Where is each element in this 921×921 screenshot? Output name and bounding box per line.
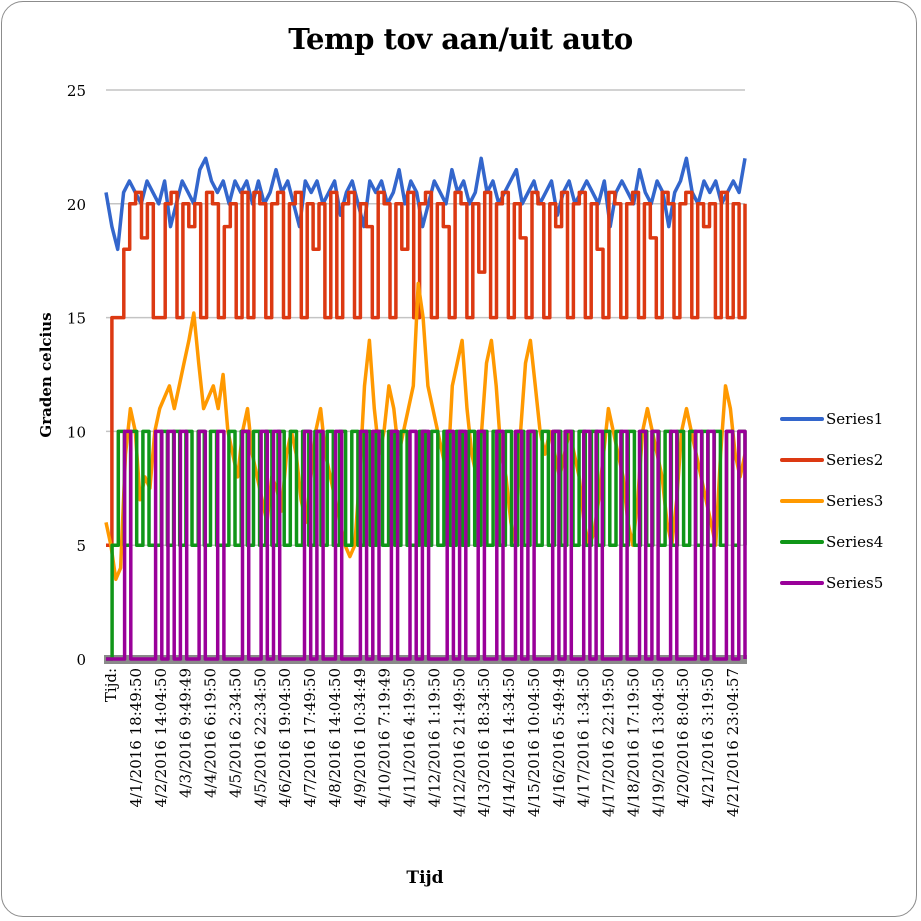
chart-title: Temp tov aan/uit auto bbox=[288, 22, 633, 56]
y-tick-label: 20 bbox=[67, 196, 86, 214]
x-axis-label: Tijd bbox=[406, 868, 444, 888]
legend-swatch bbox=[780, 498, 824, 503]
legend-item-series4: Series4 bbox=[780, 521, 883, 562]
x-tick-label: 4/2/2016 14:04:50 bbox=[152, 668, 170, 808]
legend-swatch bbox=[780, 539, 824, 544]
x-tick-label: 4/10/2016 7:19:49 bbox=[376, 668, 394, 808]
x-tick-label: 4/20/2016 8:04:50 bbox=[674, 668, 692, 808]
y-tick-label: 15 bbox=[67, 310, 86, 328]
x-tick-label: 4/3/2016 9:49:49 bbox=[177, 668, 195, 798]
x-tick-label: 4/8/2016 14:04:50 bbox=[326, 668, 344, 808]
x-tick-label: 4/12/2016 21:49:50 bbox=[450, 668, 468, 817]
legend-swatch bbox=[780, 416, 824, 421]
x-tick-label: 4/19/2016 13:04:50 bbox=[649, 668, 667, 817]
legend-label: Series1 bbox=[826, 409, 884, 428]
legend-item-series1: Series1 bbox=[780, 398, 883, 439]
x-tick-label: 4/12/2016 1:19:50 bbox=[425, 668, 443, 808]
x-tick-label: 4/7/2016 17:49:50 bbox=[301, 668, 319, 808]
x-tick-label: 4/9/2016 10:34:49 bbox=[351, 668, 369, 808]
x-tick-label: 4/18/2016 17:19:50 bbox=[625, 668, 643, 817]
x-tick-label: 4/17/2016 1:34:50 bbox=[575, 668, 593, 808]
legend-swatch bbox=[780, 580, 824, 585]
legend-label: Series2 bbox=[826, 450, 884, 469]
x-tick-label: Tijd: bbox=[102, 668, 120, 702]
legend-label: Series3 bbox=[826, 491, 884, 510]
legend-label: Series5 bbox=[826, 573, 884, 592]
series-line-series1 bbox=[104, 156, 747, 252]
legend-item-series2: Series2 bbox=[780, 439, 883, 480]
x-tick-label: 4/4/2016 6:19:50 bbox=[202, 668, 220, 798]
x-tick-label: 4/5/2016 2:34:50 bbox=[226, 668, 244, 798]
legend-swatch bbox=[780, 457, 824, 462]
legend-item-series3: Series3 bbox=[780, 480, 883, 521]
y-tick-label: 25 bbox=[67, 82, 86, 100]
x-tick-label: 4/1/2016 18:49:50 bbox=[127, 668, 145, 808]
series-line-series5 bbox=[106, 429, 747, 661]
y-tick-label: 0 bbox=[76, 651, 86, 669]
x-tick-label: 4/11/2016 4:19:50 bbox=[401, 668, 419, 808]
x-tick-label: 4/21/2016 23:04:57 bbox=[724, 668, 742, 817]
x-tick-label: 4/16/2016 5:49:49 bbox=[550, 668, 568, 808]
legend-label: Series4 bbox=[826, 532, 884, 551]
x-tick-label: 4/17/2016 22:19:50 bbox=[600, 668, 618, 817]
x-axis-line bbox=[104, 655, 747, 664]
x-tick-label: 4/21/2016 3:19:50 bbox=[699, 668, 717, 808]
x-tick-label: 4/5/2016 22:34:50 bbox=[251, 668, 269, 808]
legend: Series1 Series2 Series3 Series4 Series5 bbox=[780, 398, 883, 603]
x-tick-label: 4/15/2016 10:04:50 bbox=[525, 668, 543, 817]
legend-item-series5: Series5 bbox=[780, 562, 883, 603]
y-tick-label: 5 bbox=[76, 537, 86, 555]
x-tick-label: 4/13/2016 18:34:50 bbox=[475, 668, 493, 817]
y-tick-label: 10 bbox=[67, 423, 86, 441]
series-line-series2 bbox=[106, 190, 747, 547]
x-tick-label: 4/6/2016 19:04:50 bbox=[276, 668, 294, 808]
x-tick-label: 4/14/2016 14:34:50 bbox=[500, 668, 518, 817]
